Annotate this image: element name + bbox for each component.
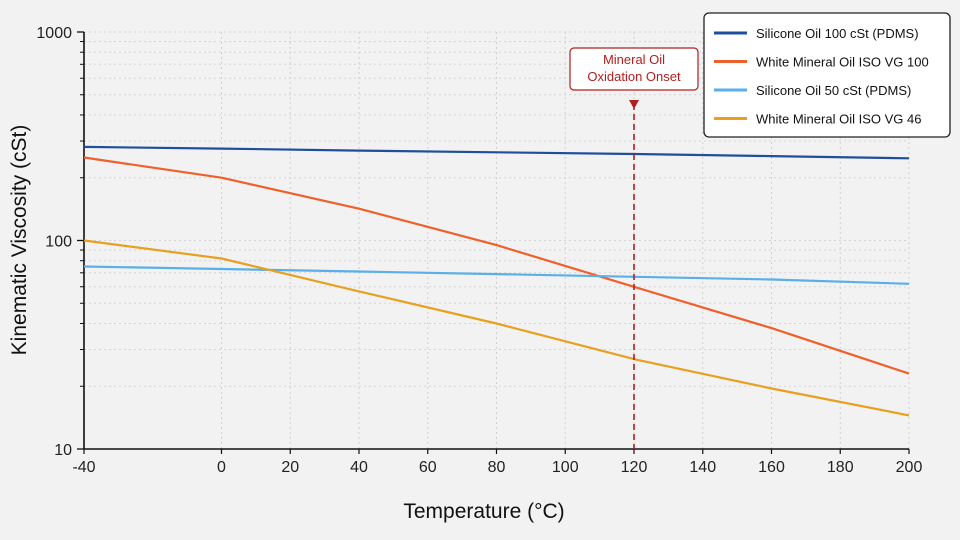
x-axis-title: Temperature (°C) xyxy=(403,500,564,523)
legend-label: White Mineral Oil ISO VG 100 xyxy=(756,55,929,70)
y-tick-label: 1000 xyxy=(36,25,72,42)
x-tick-label: 100 xyxy=(552,459,579,476)
series-line xyxy=(83,156,910,375)
axes: -40 0 20 40 60 80 100 120 140 160 180 200 10 100 1000 xyxy=(36,25,922,476)
legend-box xyxy=(703,12,951,138)
legend: Silicone Oil 100 cSt (PDMS) White Mineral… xyxy=(703,12,951,138)
x-tick-label: 0 xyxy=(217,459,226,476)
x-tick-label: 60 xyxy=(419,459,437,476)
series-line xyxy=(83,145,910,160)
annotation-box xyxy=(569,47,699,91)
series-line xyxy=(83,265,910,285)
series-line xyxy=(83,239,910,417)
x-tick-label: 20 xyxy=(281,459,299,476)
legend-label: Silicone Oil 50 cSt (PDMS) xyxy=(756,83,911,98)
x-tick-label: 40 xyxy=(350,459,368,476)
annotation-text: Mineral Oil xyxy=(603,52,665,67)
y-tick-label: 10 xyxy=(54,442,72,459)
annotation-arrow xyxy=(629,100,639,109)
x-tick-label: 80 xyxy=(488,459,506,476)
legend-label: Silicone Oil 100 cSt (PDMS) xyxy=(756,26,919,41)
annotation-text: Oxidation Onset xyxy=(587,69,681,84)
x-tick-label: 160 xyxy=(758,459,785,476)
x-tick-label: 140 xyxy=(689,459,716,476)
y-tick-label: 100 xyxy=(45,234,72,251)
x-tick-label: 120 xyxy=(621,459,648,476)
x-tick-label: -40 xyxy=(72,459,95,476)
x-tick-label: 180 xyxy=(827,459,854,476)
series-lines xyxy=(83,145,910,417)
legend-label: White Mineral Oil ISO VG 46 xyxy=(756,112,921,127)
annotation: Mineral Oil Oxidation Onset xyxy=(569,47,699,449)
x-tick-label: 200 xyxy=(896,459,923,476)
y-axis-title: Kinematic Viscosity (cSt) xyxy=(8,125,31,356)
